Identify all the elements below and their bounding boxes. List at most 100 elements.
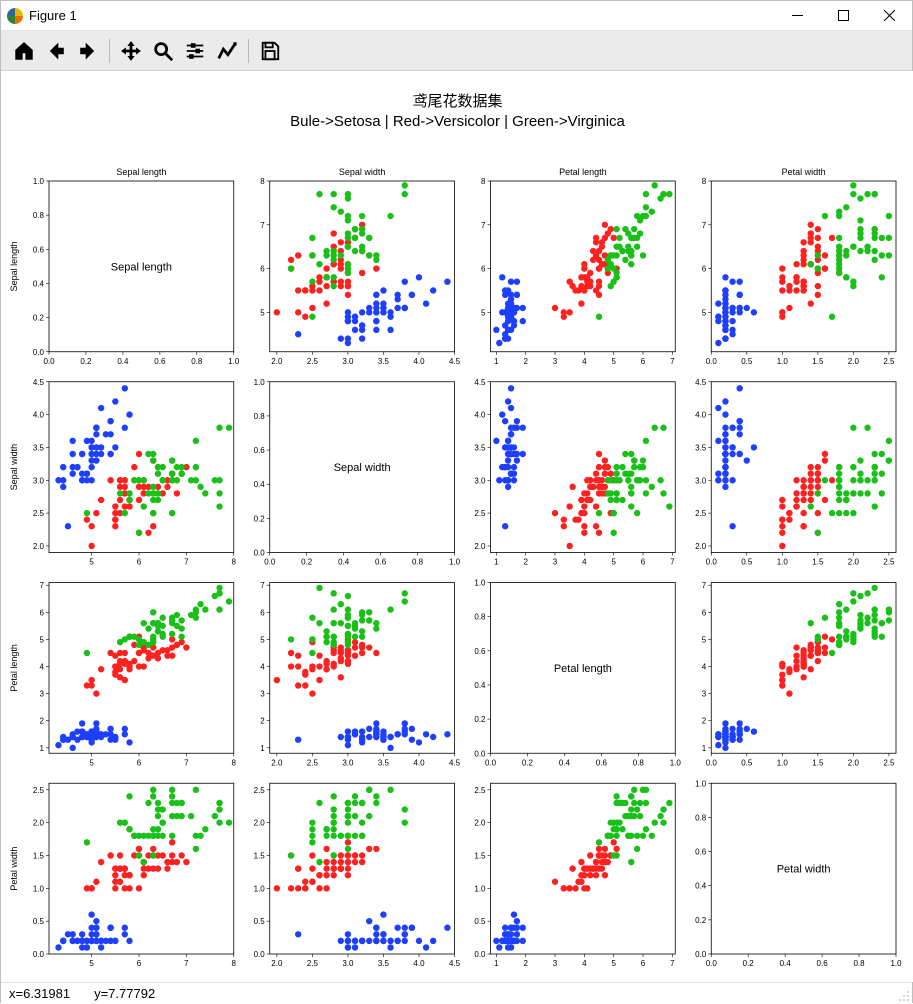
scatter-point: [366, 734, 372, 740]
scatter-point: [169, 617, 175, 623]
scatter-point: [323, 846, 329, 852]
scatter-point: [566, 885, 572, 891]
scatter-point: [857, 195, 863, 201]
scatter-point: [380, 300, 386, 306]
xtick: 5: [611, 558, 616, 567]
scatter-point: [640, 213, 646, 219]
figure-canvas[interactable]: 鸢尾花数据集Bule->Setosa | Red->Versicolor | G…: [1, 71, 912, 982]
scatter-point: [112, 736, 118, 742]
scatter-point: [402, 819, 408, 825]
scatter-point: [309, 287, 315, 293]
scatter-point: [808, 470, 814, 476]
subplots-button[interactable]: [180, 36, 210, 66]
scatter-point: [345, 270, 351, 276]
scatter-point: [871, 503, 877, 509]
scatter-point: [850, 425, 856, 431]
scatter-point: [359, 650, 365, 656]
xtick: 3.0: [342, 758, 354, 767]
scatter-point: [815, 644, 821, 650]
scatter-point: [815, 283, 821, 289]
xtick: 0.6: [596, 758, 608, 767]
scatter-point: [800, 661, 806, 667]
scatter-point: [836, 497, 842, 503]
scatter-point: [107, 451, 113, 457]
scatter-point: [584, 865, 590, 871]
forward-button[interactable]: [73, 36, 103, 66]
scatter-point: [619, 464, 625, 470]
minimize-button[interactable]: [774, 1, 820, 31]
scatter-point: [288, 265, 294, 271]
scatter-point: [610, 530, 616, 536]
scatter-point: [864, 477, 870, 483]
scatter-point: [729, 331, 735, 337]
xtick: 2.0: [271, 357, 283, 366]
scatter-point: [722, 411, 728, 417]
scatter-point: [572, 516, 578, 522]
scatter-point: [864, 248, 870, 254]
scatter-point: [338, 265, 344, 271]
scatter-point: [380, 736, 386, 742]
scatter-point: [402, 598, 408, 604]
scatter-point: [779, 265, 785, 271]
scatter-point: [871, 625, 877, 631]
scatter-point: [430, 287, 436, 293]
scatter-point: [822, 252, 828, 258]
scatter-point: [836, 248, 842, 254]
ytick: 5: [702, 635, 707, 644]
axes-edit-button[interactable]: [212, 36, 242, 66]
scatter-point: [808, 666, 814, 672]
xtick: 2.0: [848, 558, 860, 567]
scatter-point: [613, 270, 619, 276]
xtick: 1.0: [890, 959, 902, 968]
scatter-point: [69, 451, 75, 457]
xtick: 0.0: [43, 357, 55, 366]
scatter-point: [131, 833, 137, 839]
close-button[interactable]: [866, 1, 912, 31]
scatter-point: [316, 585, 322, 591]
scatter-point: [886, 457, 892, 463]
scatter-point: [359, 327, 365, 333]
scatter-point: [660, 806, 666, 812]
save-button[interactable]: [255, 36, 285, 66]
zoom-button[interactable]: [148, 36, 178, 66]
scatter-point: [511, 477, 517, 483]
scatter-point: [722, 484, 728, 490]
scatter-point: [169, 852, 175, 858]
scatter-point: [871, 257, 877, 263]
scatter-point: [593, 859, 599, 865]
scatter-point: [660, 490, 666, 496]
scatter-point: [505, 938, 511, 944]
xtick: 6: [137, 758, 142, 767]
scatter-point: [164, 865, 170, 871]
scatter-point: [613, 226, 619, 232]
scatter-point: [779, 309, 785, 315]
scatter-point: [610, 510, 616, 516]
scatter-point: [857, 470, 863, 476]
back-button[interactable]: [41, 36, 71, 66]
xtick: 0.2: [743, 959, 755, 968]
scatter-point: [226, 425, 232, 431]
scatter-point: [155, 800, 161, 806]
scatter-point: [122, 726, 128, 732]
scatter-point: [402, 590, 408, 596]
home-button[interactable]: [9, 36, 39, 66]
scatter-point: [60, 938, 66, 944]
scatter-point: [599, 261, 605, 267]
scatter-point: [625, 477, 631, 483]
scatter-point: [808, 503, 814, 509]
scatter-point: [596, 490, 602, 496]
scatter-point: [88, 682, 94, 688]
xtick: 8: [232, 959, 237, 968]
scatter-point: [613, 833, 619, 839]
pan-button[interactable]: [116, 36, 146, 66]
scatter-point: [800, 510, 806, 516]
scatter-point: [736, 418, 742, 424]
scatter-point: [359, 612, 365, 618]
scatter-point: [722, 327, 728, 333]
scatter-point: [117, 490, 123, 496]
ytick: 8: [260, 177, 265, 186]
scatter-point: [295, 885, 301, 891]
scatter-point: [345, 944, 351, 950]
scatter-point: [786, 516, 792, 522]
maximize-button[interactable]: [820, 1, 866, 31]
